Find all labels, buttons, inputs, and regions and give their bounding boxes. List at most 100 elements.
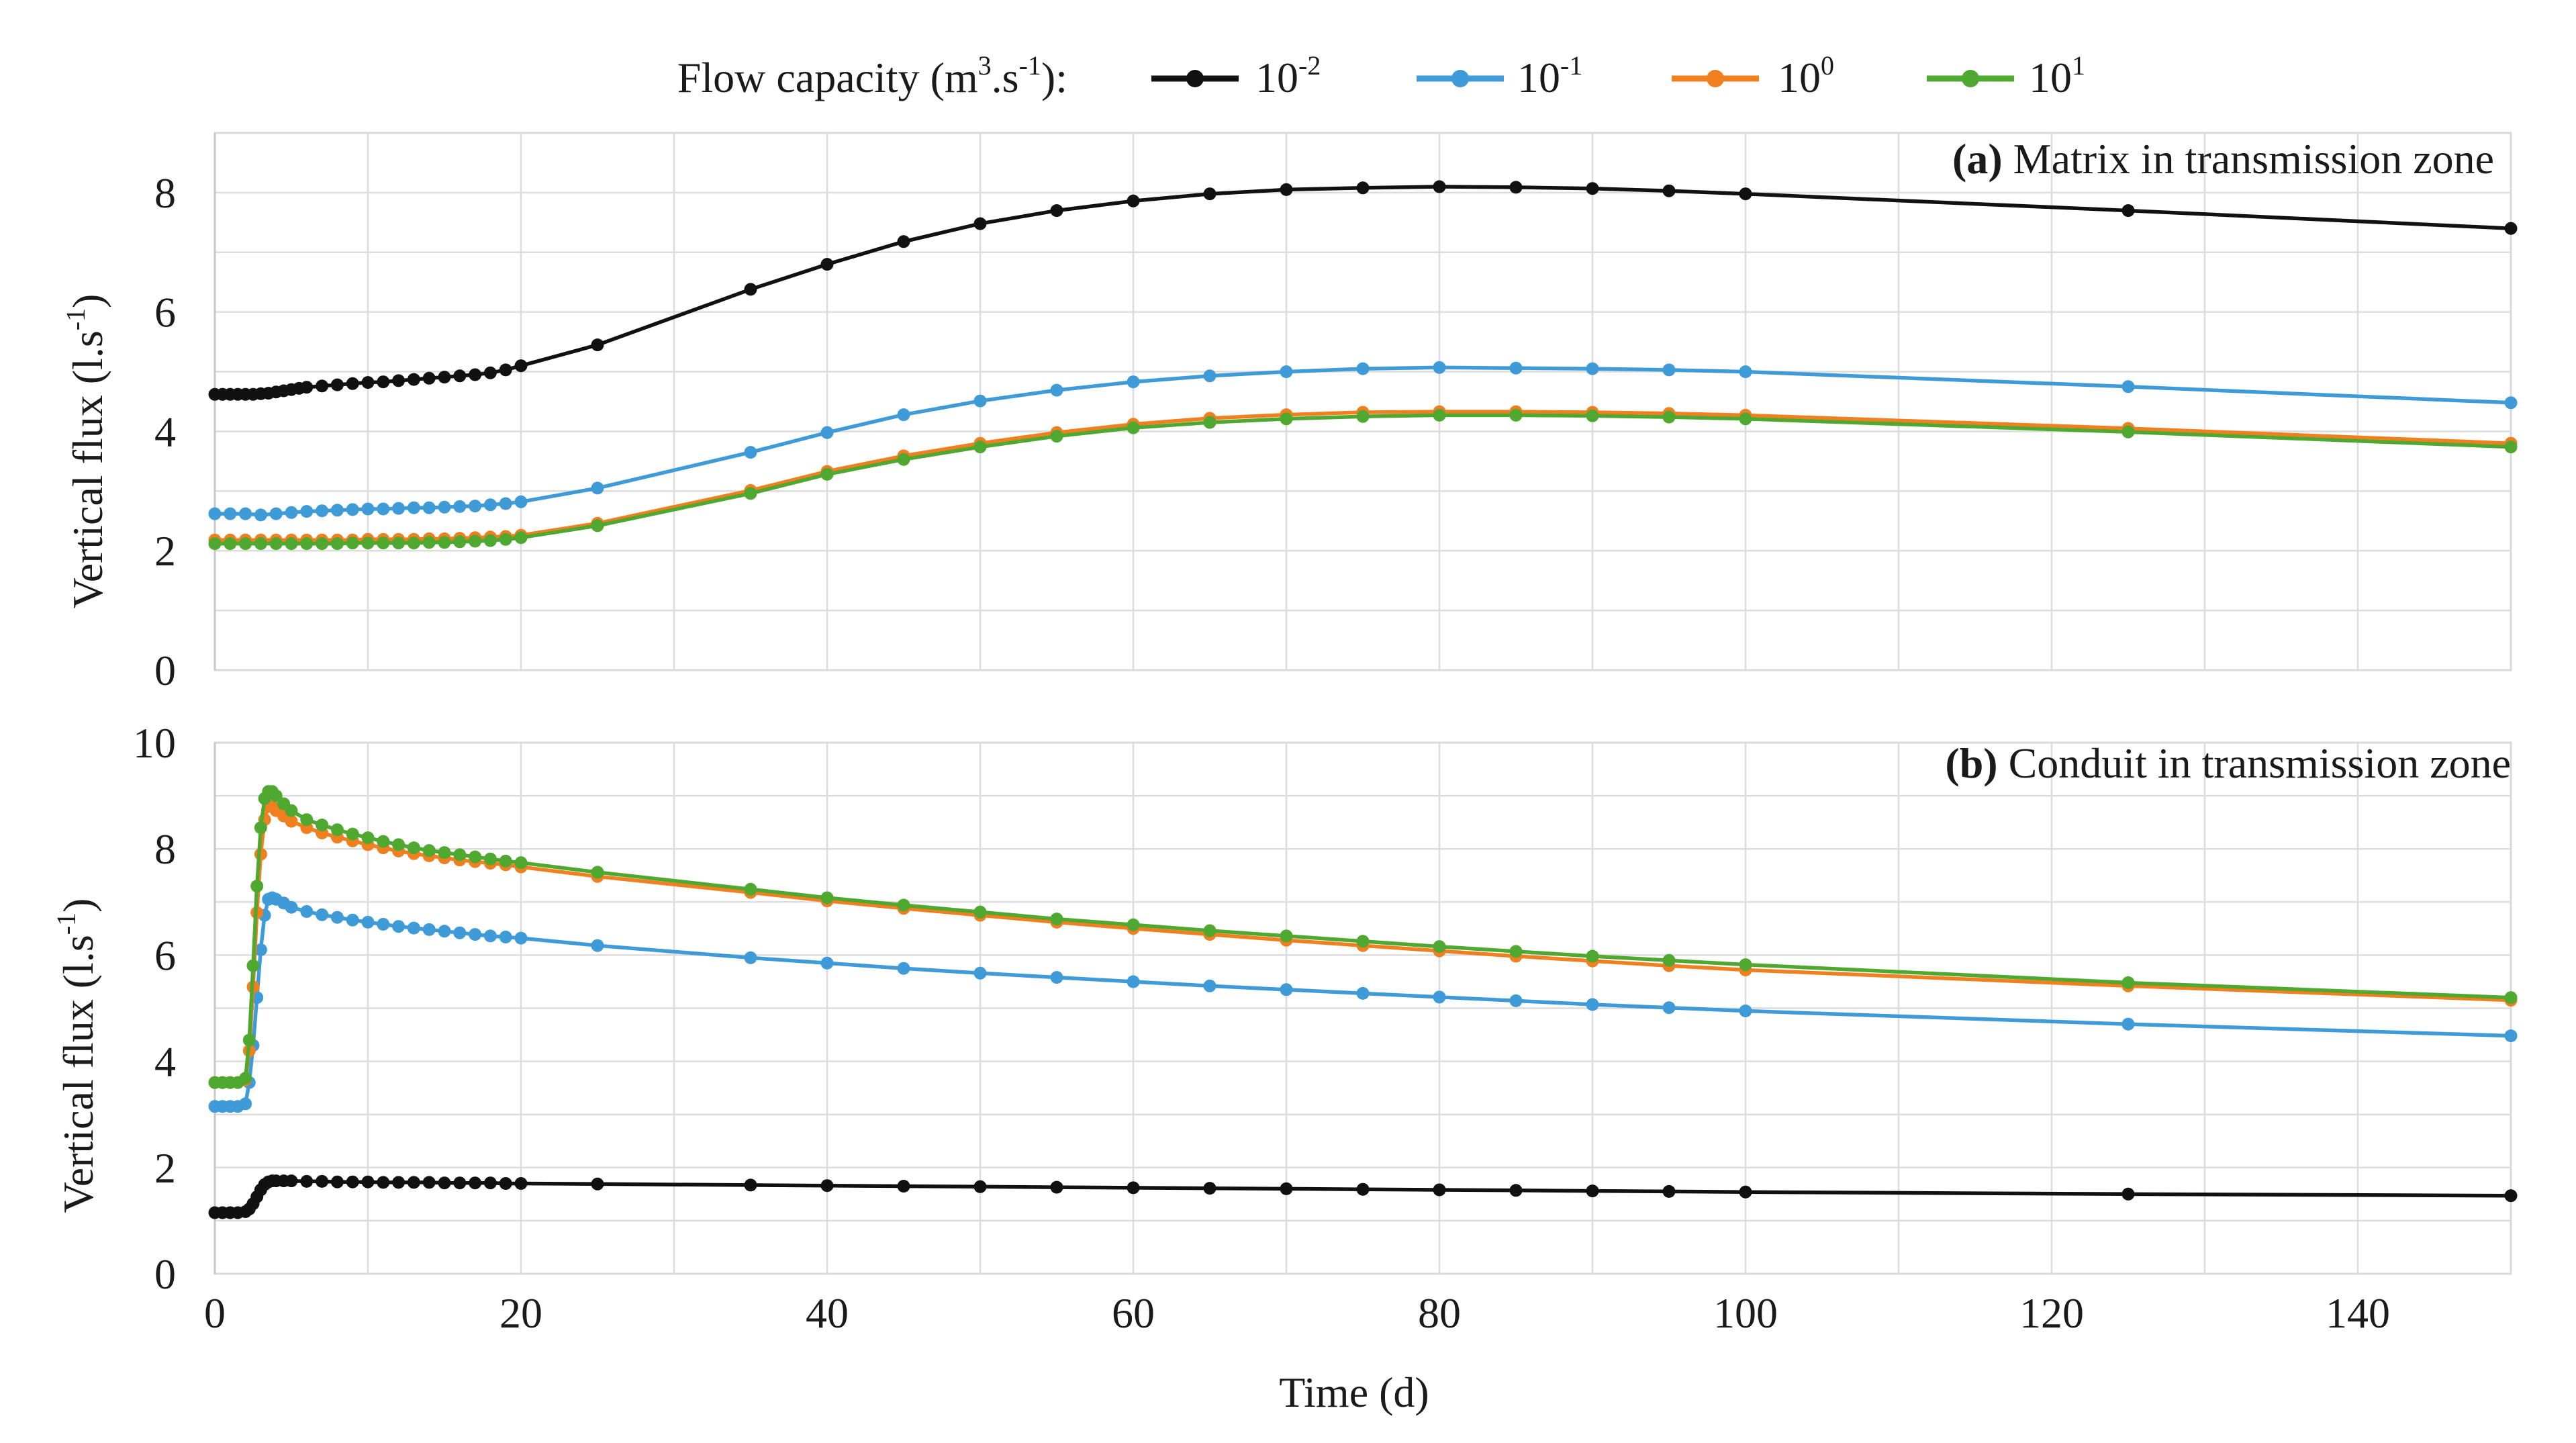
panel-a-data-point bbox=[208, 507, 222, 520]
x-tick-label: 40 bbox=[806, 1289, 849, 1337]
panel-a-data-point bbox=[469, 534, 482, 548]
panel-a-series-1 bbox=[208, 180, 2518, 401]
panel-b-y-tick-label: 4 bbox=[154, 1038, 176, 1086]
panel-b-data-point bbox=[2121, 1017, 2135, 1031]
panel-b-data-point bbox=[316, 908, 329, 921]
panel-b-data-point bbox=[1050, 1180, 1063, 1194]
panel-a-data-point bbox=[1433, 408, 1446, 422]
panel-a-data-point bbox=[300, 505, 314, 518]
panel-a-data-point bbox=[1203, 369, 1217, 383]
panel-a-data-point bbox=[330, 504, 344, 517]
panel-b-data-point bbox=[361, 915, 375, 929]
panel-b-data-point bbox=[346, 1175, 359, 1189]
panel-a-data-point bbox=[239, 537, 252, 551]
x-axis-label: Time (d) bbox=[1279, 1368, 1429, 1416]
panel-a-title-space bbox=[2003, 135, 2013, 183]
panel-b-data-point bbox=[744, 951, 757, 964]
legend-marker-1 bbox=[1186, 70, 1204, 87]
legend-label-2: 10-1 bbox=[1517, 50, 1582, 101]
panel-a-data-point bbox=[300, 381, 314, 394]
panel-a-data-point bbox=[346, 503, 359, 516]
panel-b-data-point bbox=[514, 1177, 528, 1190]
panel-b-data-point bbox=[2504, 1029, 2518, 1043]
panel-b-data-point bbox=[514, 856, 528, 870]
panel-b-data-point bbox=[973, 1180, 987, 1193]
panel-a-grid bbox=[213, 133, 2511, 670]
panel-b-data-point bbox=[1280, 929, 1293, 943]
panel-a-data-point bbox=[973, 217, 987, 230]
panel-a-data-point bbox=[407, 537, 420, 550]
panel-a-data-point bbox=[438, 500, 451, 514]
panel-a-data-point bbox=[224, 537, 237, 551]
panel-b-data-point bbox=[377, 835, 390, 848]
panel-b-data-point bbox=[377, 918, 390, 931]
panel-b-data-point bbox=[422, 844, 436, 857]
panel-b-data-point bbox=[285, 804, 298, 817]
panel-b-data-point bbox=[1662, 953, 1676, 967]
panel-b-data-point bbox=[316, 1174, 329, 1188]
panel-b-data-point bbox=[1356, 986, 1370, 1000]
panel-a-series-4 bbox=[208, 408, 2518, 551]
panel-a-data-point bbox=[1509, 361, 1523, 375]
panel-b-ylabel-sup: -1 bbox=[51, 913, 81, 935]
panel-b-data-point bbox=[392, 920, 406, 933]
panel-b-series-line bbox=[213, 896, 2513, 1109]
panel-a-y-ticks: 0 2 4 6 8 bbox=[154, 169, 176, 694]
panel-a-data-point bbox=[1280, 365, 1293, 379]
legend-label-1: 10-2 bbox=[1255, 50, 1321, 101]
panel-b-data-point bbox=[973, 905, 987, 919]
panel-b-data-point bbox=[239, 1097, 252, 1111]
panel-a-data-point bbox=[239, 507, 252, 520]
panel-b-y-tick-label: 10 bbox=[133, 719, 176, 767]
panel-a-data-point bbox=[1662, 363, 1676, 377]
panel-b-data-point bbox=[820, 891, 834, 904]
panel-b-data-point bbox=[392, 838, 406, 851]
panel-b-data-point bbox=[897, 962, 910, 975]
panel-a-data-point bbox=[1586, 182, 1599, 195]
panel-a-data-point bbox=[897, 408, 910, 422]
panel-b-data-point bbox=[453, 848, 467, 862]
panel-a-data-point bbox=[1586, 409, 1599, 422]
panel-b-data-point bbox=[361, 831, 375, 845]
panel-a-y-tick-label: 2 bbox=[154, 527, 176, 575]
panel-b-data-point bbox=[438, 925, 451, 938]
legend-title-mid: .s bbox=[992, 54, 1019, 101]
panel-a-data-point bbox=[1739, 412, 1752, 426]
panel-a-matrix: 0 2 4 6 8 (a) Matrix in transmission zone Ve… bbox=[60, 132, 2518, 694]
panel-a-title: (a) Matrix in transmission zone bbox=[1952, 135, 2494, 183]
panel-b-data-point bbox=[820, 956, 834, 970]
panel-b-conduit: 0 2 4 6 8 10 (b) Conduit in transmission zone… bbox=[51, 719, 2518, 1298]
legend-title-end: ): bbox=[1041, 54, 1067, 101]
panel-a-series-2 bbox=[208, 361, 2518, 522]
panel-a-data-point bbox=[346, 537, 359, 550]
panel-b-data-point bbox=[242, 1033, 256, 1047]
panel-a-data-point bbox=[1050, 204, 1063, 218]
panel-a-data-point bbox=[254, 537, 267, 551]
panel-b-data-point bbox=[1433, 1183, 1446, 1197]
legend-title-sup2: -1 bbox=[1019, 50, 1041, 81]
panel-a-data-point bbox=[591, 338, 604, 352]
panel-a-data-point bbox=[316, 537, 329, 551]
panel-b-data-point bbox=[499, 931, 512, 943]
legend-marker-3 bbox=[1707, 70, 1724, 87]
panel-a-data-point bbox=[346, 377, 359, 390]
panel-a-data-point bbox=[361, 376, 375, 389]
panel-a-series-3 bbox=[208, 405, 2518, 547]
panel-a-data-point bbox=[2504, 396, 2518, 410]
legend-label-4-base: 10 bbox=[2029, 54, 2072, 101]
panel-b-data-point bbox=[591, 866, 604, 879]
panel-a-data-point bbox=[361, 502, 375, 516]
panel-a-title-text: Matrix in transmission zone bbox=[2013, 135, 2494, 183]
panel-b-data-point bbox=[1356, 935, 1370, 948]
legend-label-1-exp: -2 bbox=[1298, 50, 1321, 81]
x-axis-ticks: 0 20 40 60 80 100 120 140 bbox=[204, 1289, 2390, 1337]
panel-b-data-point bbox=[346, 913, 359, 927]
panel-b-data-point bbox=[1127, 1181, 1140, 1195]
panel-a-data-point bbox=[483, 498, 497, 512]
panel-a-data-point bbox=[820, 258, 834, 271]
panel-b-data-point bbox=[285, 1174, 298, 1188]
panel-b-data-point bbox=[973, 966, 987, 980]
panel-b-data-point bbox=[591, 1177, 604, 1191]
panel-b-ylabel-main: Vertical flux (l.s bbox=[54, 935, 102, 1213]
